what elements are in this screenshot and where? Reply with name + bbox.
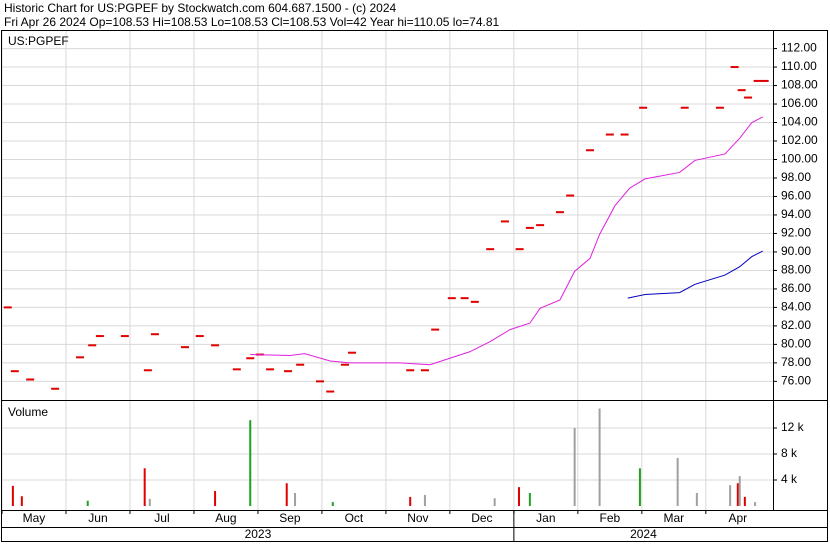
volume-bar xyxy=(11,485,14,506)
y-tick-label: 102.00 xyxy=(781,133,818,147)
volume-bar xyxy=(409,496,412,506)
volume-bar xyxy=(331,502,334,506)
x-tick-label: Aug xyxy=(215,511,236,525)
volume-bar xyxy=(285,483,288,506)
y-tick-label: 80.00 xyxy=(781,337,811,351)
x-tick-label: Oct xyxy=(345,511,364,525)
volume-bar xyxy=(736,483,739,506)
volume-bar xyxy=(517,487,520,506)
x-tick-label: Jun xyxy=(88,511,107,525)
volume-bar xyxy=(573,428,576,506)
y-tick-label: 108.00 xyxy=(781,78,818,92)
x-tick-label: Apr xyxy=(728,511,747,525)
y-tick-label: 112.00 xyxy=(781,41,817,55)
volume-bar xyxy=(148,498,151,506)
y-tick-label: 8 k xyxy=(781,446,798,460)
y-tick-label: 96.00 xyxy=(781,189,811,203)
volume-bar xyxy=(598,408,601,506)
volume-bar xyxy=(743,496,746,506)
grid-layer xyxy=(1,31,773,510)
x-tick-label: Nov xyxy=(407,511,428,525)
y-tick-label: 98.00 xyxy=(781,170,811,184)
volume-bar xyxy=(754,502,757,506)
volume-bar xyxy=(493,498,496,506)
volume-bar xyxy=(249,420,252,506)
symbol-label: US:PGPEF xyxy=(8,34,69,48)
volume-bar xyxy=(528,493,531,506)
volume-bar xyxy=(423,494,426,506)
moving-average xyxy=(250,116,763,366)
y-tick-label: 88.00 xyxy=(781,263,811,277)
y-tick-label: 82.00 xyxy=(781,318,811,332)
x-tick-label: Mar xyxy=(663,511,684,525)
header-line: Fri Apr 26 2024 Op=108.53 Hi=108.53 Lo=1… xyxy=(4,15,500,29)
y-tick-label: 106.00 xyxy=(781,96,818,110)
frame xyxy=(1,30,828,542)
x-tick-label: Feb xyxy=(599,511,620,525)
y-tick-label: 90.00 xyxy=(781,244,811,258)
y-tick-label: 104.00 xyxy=(781,115,818,129)
volume-bar xyxy=(214,491,217,506)
volume-bar xyxy=(695,493,698,506)
x-tick-label: Sep xyxy=(279,511,301,525)
volume-bar xyxy=(294,493,297,506)
y-tick-label: 110.00 xyxy=(781,59,817,73)
x-tick-label: Jan xyxy=(536,511,555,525)
y-tick-label: 76.00 xyxy=(781,374,811,388)
x-tick-label: Dec xyxy=(471,511,492,525)
volume-label: Volume xyxy=(8,405,48,419)
moving-average xyxy=(627,250,763,299)
year-label: 2024 xyxy=(630,527,657,541)
year-label: 2023 xyxy=(245,527,272,541)
volume-bar xyxy=(86,500,89,506)
x-tick-label: May xyxy=(23,511,46,525)
y-tick-label: 12 k xyxy=(781,420,805,434)
volume-bar xyxy=(143,468,146,506)
y-tick-label: 84.00 xyxy=(781,300,811,314)
y-tick-label: 78.00 xyxy=(781,355,811,369)
x-tick-label: Jul xyxy=(154,511,169,525)
y-tick-label: 92.00 xyxy=(781,226,811,240)
y-tick-label: 94.00 xyxy=(781,207,811,221)
volume-bar xyxy=(676,457,679,506)
y-tick-label: 4 k xyxy=(781,472,798,486)
y-tick-label: 100.00 xyxy=(781,152,818,166)
y-tick-label: 86.00 xyxy=(781,281,811,295)
volume-bar xyxy=(729,485,732,506)
volume-bar xyxy=(738,476,741,506)
volume-bar xyxy=(638,468,641,506)
volume-bar xyxy=(20,496,23,506)
header-line: Historic Chart for US:PGPEF by Stockwatc… xyxy=(4,1,396,15)
